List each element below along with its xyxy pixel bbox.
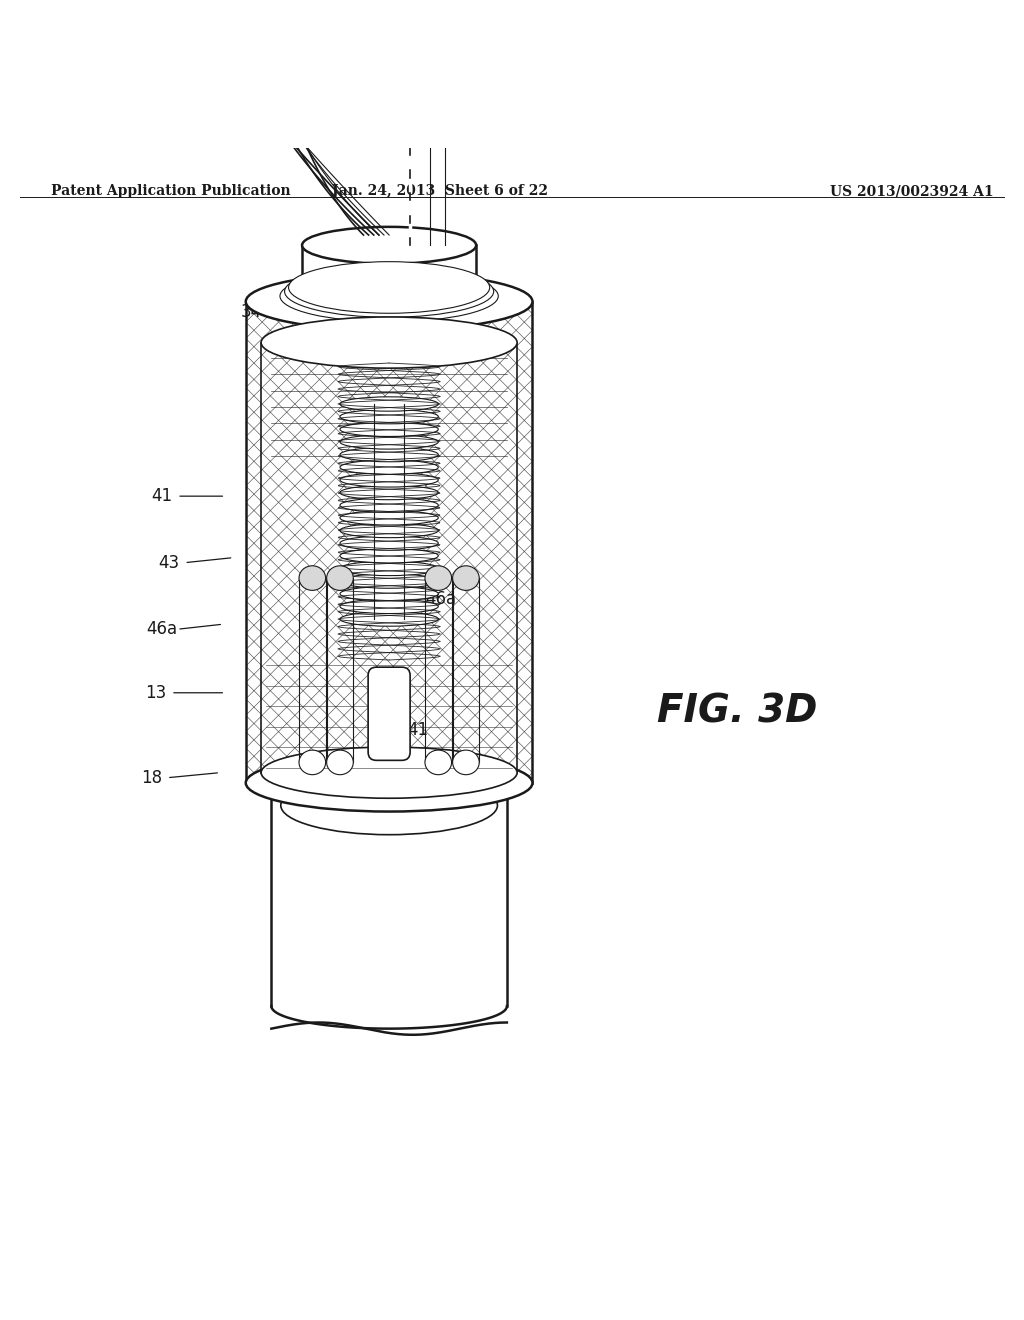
Ellipse shape <box>327 566 353 590</box>
Ellipse shape <box>246 754 532 812</box>
Ellipse shape <box>302 227 476 264</box>
Ellipse shape <box>340 486 438 500</box>
Ellipse shape <box>276 771 502 812</box>
Ellipse shape <box>340 599 438 614</box>
Ellipse shape <box>340 422 438 437</box>
FancyBboxPatch shape <box>369 667 410 760</box>
Ellipse shape <box>340 498 438 512</box>
Ellipse shape <box>340 473 438 487</box>
Ellipse shape <box>425 566 452 590</box>
Ellipse shape <box>340 397 438 411</box>
Text: Patent Application Publication: Patent Application Publication <box>51 183 291 198</box>
Ellipse shape <box>340 461 438 474</box>
Ellipse shape <box>340 549 438 562</box>
Ellipse shape <box>246 273 532 330</box>
Ellipse shape <box>340 523 438 537</box>
Ellipse shape <box>340 536 438 550</box>
Ellipse shape <box>453 566 479 590</box>
Ellipse shape <box>453 750 479 775</box>
Text: FIG. 3D: FIG. 3D <box>657 692 817 730</box>
Ellipse shape <box>271 760 507 805</box>
Ellipse shape <box>261 317 517 368</box>
Ellipse shape <box>327 750 353 775</box>
Ellipse shape <box>281 776 498 834</box>
Ellipse shape <box>340 612 438 626</box>
Ellipse shape <box>299 566 326 590</box>
Ellipse shape <box>340 434 438 449</box>
Text: 40: 40 <box>338 267 358 285</box>
Ellipse shape <box>340 511 438 525</box>
Text: 46a: 46a <box>146 620 177 639</box>
Text: 13: 13 <box>145 684 166 702</box>
Text: 46a: 46a <box>425 590 456 607</box>
Text: 34: 34 <box>241 302 261 321</box>
Text: 37: 37 <box>290 280 310 298</box>
Ellipse shape <box>289 261 489 313</box>
Text: 41: 41 <box>408 721 429 739</box>
Ellipse shape <box>261 747 517 799</box>
Ellipse shape <box>340 561 438 576</box>
Ellipse shape <box>340 586 438 601</box>
Ellipse shape <box>285 265 494 317</box>
Ellipse shape <box>280 271 499 322</box>
Ellipse shape <box>340 447 438 462</box>
Ellipse shape <box>340 574 438 589</box>
Ellipse shape <box>302 284 476 319</box>
Text: 18: 18 <box>141 768 162 787</box>
Ellipse shape <box>425 750 452 775</box>
Text: 43: 43 <box>159 553 179 572</box>
Text: Jan. 24, 2013  Sheet 6 of 22: Jan. 24, 2013 Sheet 6 of 22 <box>333 183 548 198</box>
Ellipse shape <box>340 409 438 424</box>
Text: 41: 41 <box>152 487 172 506</box>
Ellipse shape <box>299 750 326 775</box>
Text: US 2013/0023924 A1: US 2013/0023924 A1 <box>829 183 993 198</box>
